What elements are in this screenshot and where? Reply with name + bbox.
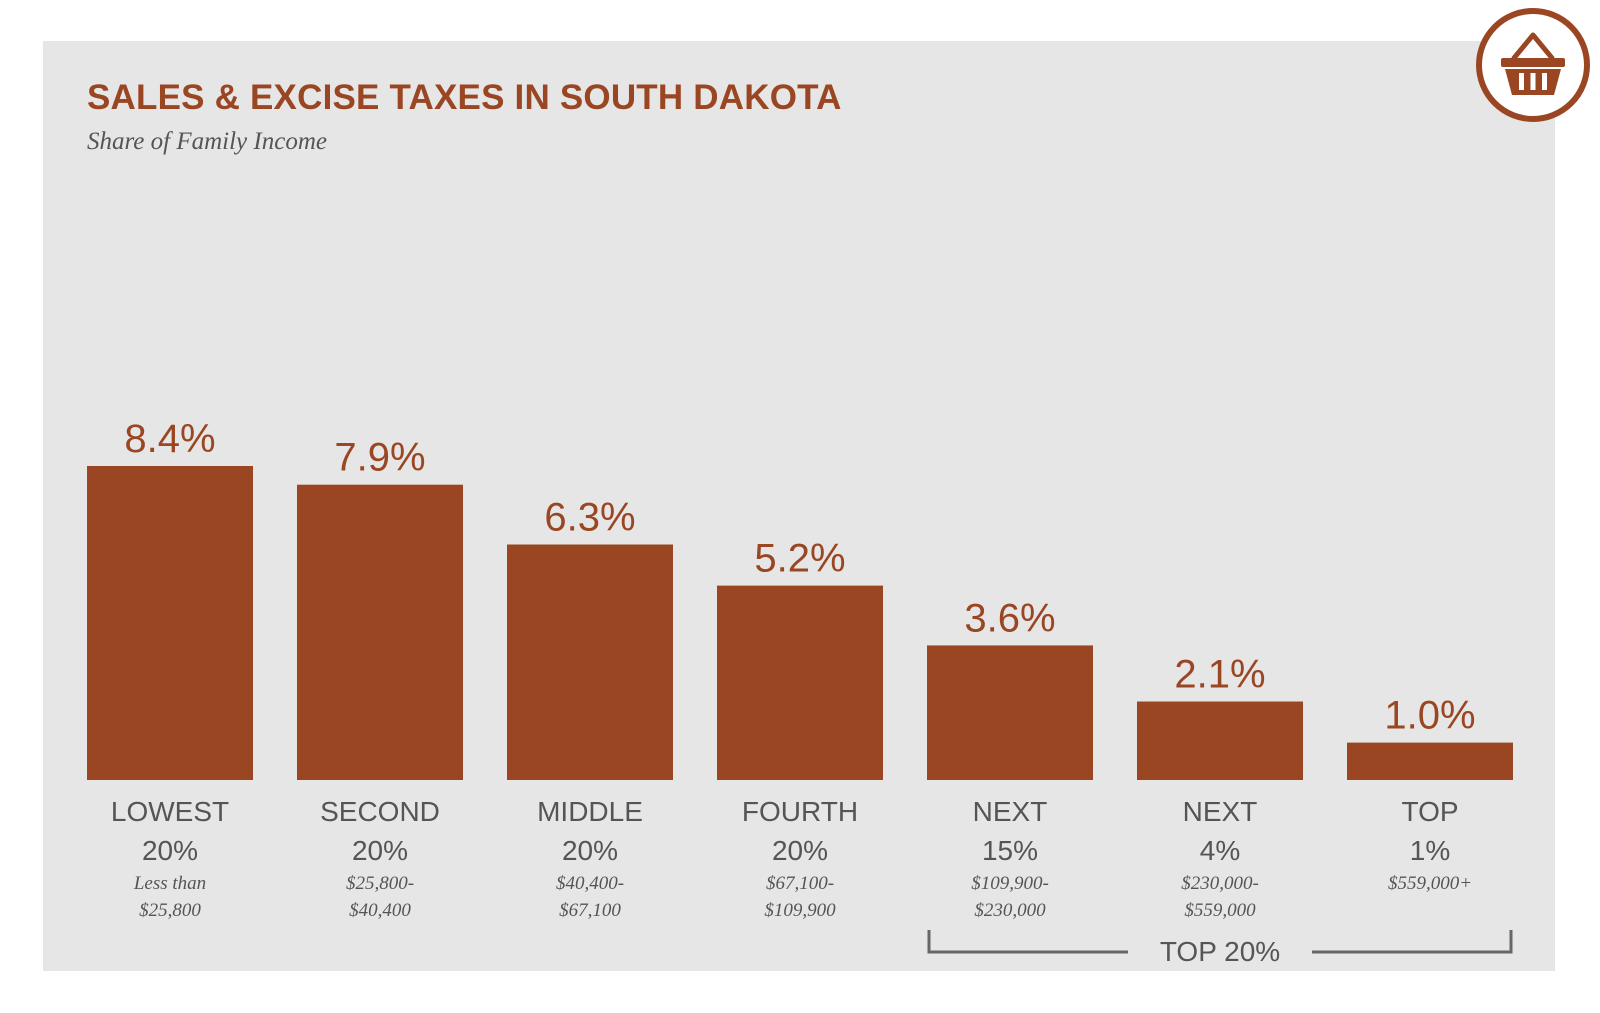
income-range-label: $40,400- [556, 873, 624, 894]
income-range-label: Less than [133, 873, 206, 894]
group-bracket-right [1312, 930, 1513, 954]
category-label: LOWEST [111, 796, 229, 827]
bar [1347, 742, 1513, 780]
category-label: 20% [562, 835, 618, 866]
income-range-label: $230,000 [974, 900, 1046, 921]
bar [507, 544, 673, 780]
income-range-label: $109,900- [971, 873, 1049, 894]
bar [1137, 701, 1303, 780]
category-label: 20% [352, 835, 408, 866]
chart-subtitle: Share of Family Income [87, 128, 327, 155]
income-range-label: $25,800 [139, 900, 201, 921]
category-label: FOURTH [742, 796, 858, 827]
income-range-label: $67,100- [766, 873, 834, 894]
category-label: 15% [982, 835, 1038, 866]
income-range-label: $559,000+ [1388, 873, 1472, 894]
shopping-basket-icon [1476, 8, 1590, 122]
data-label: 3.6% [964, 596, 1055, 640]
income-range-label: $109,900 [764, 900, 836, 921]
bar [297, 484, 463, 780]
category-label: NEXT [1183, 796, 1258, 827]
chart-title: SALES & EXCISE TAXES IN SOUTH DAKOTA [87, 78, 842, 117]
income-range-label: $25,800- [346, 873, 414, 894]
bar [927, 645, 1093, 780]
income-range-label: $40,400 [349, 900, 411, 921]
chart-panel [43, 41, 1555, 971]
category-label: TOP [1401, 796, 1458, 827]
data-label: 8.4% [124, 417, 215, 461]
group-bracket-left [927, 930, 1128, 954]
data-label: 1.0% [1384, 694, 1475, 738]
data-label: 2.1% [1174, 653, 1265, 697]
category-label: SECOND [320, 796, 440, 827]
income-range-label: $67,100 [559, 900, 621, 921]
income-range-label: $559,000 [1184, 900, 1256, 921]
income-range-label: $230,000- [1181, 873, 1259, 894]
category-label: 20% [142, 835, 198, 866]
category-label: 1% [1410, 835, 1450, 866]
group-bracket-label: TOP 20% [1160, 936, 1280, 967]
data-label: 7.9% [334, 436, 425, 480]
category-label: 4% [1200, 835, 1240, 866]
bar [87, 466, 253, 780]
data-label: 5.2% [754, 537, 845, 581]
data-label: 6.3% [544, 496, 635, 540]
category-label: 20% [772, 835, 828, 866]
bar [717, 585, 883, 780]
category-label: MIDDLE [537, 796, 643, 827]
category-label: NEXT [973, 796, 1048, 827]
